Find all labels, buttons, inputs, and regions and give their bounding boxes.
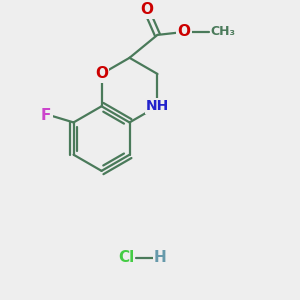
Text: O: O: [177, 25, 190, 40]
Text: CH₃: CH₃: [210, 26, 235, 38]
Text: F: F: [41, 108, 51, 123]
Text: NH: NH: [146, 99, 169, 113]
Text: O: O: [95, 67, 108, 82]
Text: O: O: [141, 2, 154, 17]
Text: H: H: [154, 250, 167, 265]
Text: Cl: Cl: [118, 250, 135, 265]
